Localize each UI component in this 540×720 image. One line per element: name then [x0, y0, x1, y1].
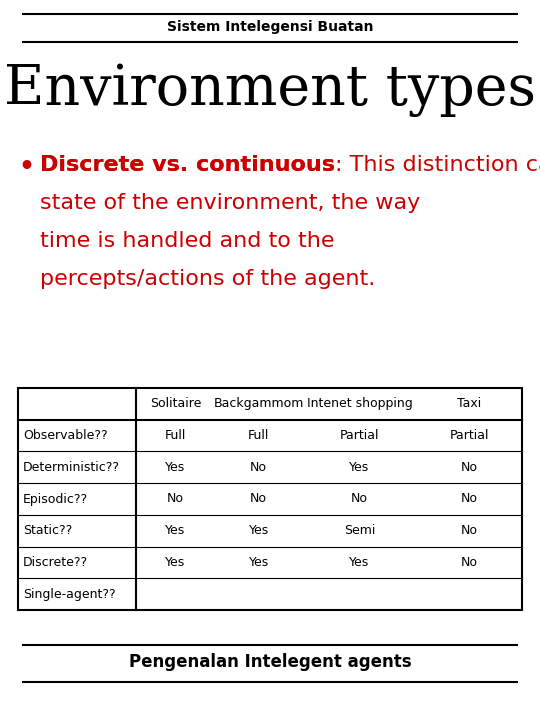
- Text: Taxi: Taxi: [457, 397, 481, 410]
- Text: Solitaire: Solitaire: [150, 397, 201, 410]
- Text: Backgammom: Backgammom: [213, 397, 304, 410]
- Text: Partial: Partial: [340, 429, 379, 442]
- Text: No: No: [461, 524, 477, 537]
- Text: Yes: Yes: [165, 461, 186, 474]
- Text: No: No: [167, 492, 184, 505]
- Text: Full: Full: [165, 429, 186, 442]
- Text: Semi: Semi: [344, 524, 375, 537]
- Text: Yes: Yes: [165, 556, 186, 569]
- Bar: [18, 388, 522, 610]
- Text: Yes: Yes: [248, 524, 269, 537]
- Text: Environment types: Environment types: [4, 63, 536, 117]
- Text: Single-agent??: Single-agent??: [23, 588, 116, 600]
- Text: Discrete vs. continuous: Discrete vs. continuous: [40, 155, 335, 175]
- Text: No: No: [461, 556, 477, 569]
- Text: Observable??: Observable??: [23, 429, 107, 442]
- Text: Full: Full: [248, 429, 269, 442]
- Text: Static??: Static??: [23, 524, 72, 537]
- Text: Episodic??: Episodic??: [23, 492, 88, 505]
- Text: Discrete vs. continuous: Discrete vs. continuous: [40, 155, 335, 175]
- Text: Deterministic??: Deterministic??: [23, 461, 120, 474]
- Text: percepts/actions of the agent.: percepts/actions of the agent.: [40, 269, 375, 289]
- Text: No: No: [461, 492, 477, 505]
- Text: Intenet shopping: Intenet shopping: [307, 397, 413, 410]
- Text: state of the environment, the way: state of the environment, the way: [40, 193, 420, 213]
- Text: No: No: [250, 492, 267, 505]
- Text: No: No: [250, 461, 267, 474]
- Text: : This distinction can be applied to the: : This distinction can be applied to the: [335, 155, 540, 175]
- Text: Pengenalan Intelegent agents: Pengenalan Intelegent agents: [129, 653, 411, 671]
- Text: Yes: Yes: [349, 556, 369, 569]
- Text: Partial: Partial: [449, 429, 489, 442]
- Text: Yes: Yes: [248, 556, 269, 569]
- Text: time is handled and to the: time is handled and to the: [40, 231, 334, 251]
- Text: Yes: Yes: [349, 461, 369, 474]
- Text: Sistem Intelegensi Buatan: Sistem Intelegensi Buatan: [167, 20, 373, 34]
- Text: No: No: [351, 492, 368, 505]
- Text: •: •: [18, 155, 34, 179]
- Text: Discrete??: Discrete??: [23, 556, 88, 569]
- Text: No: No: [461, 461, 477, 474]
- Text: Yes: Yes: [165, 524, 186, 537]
